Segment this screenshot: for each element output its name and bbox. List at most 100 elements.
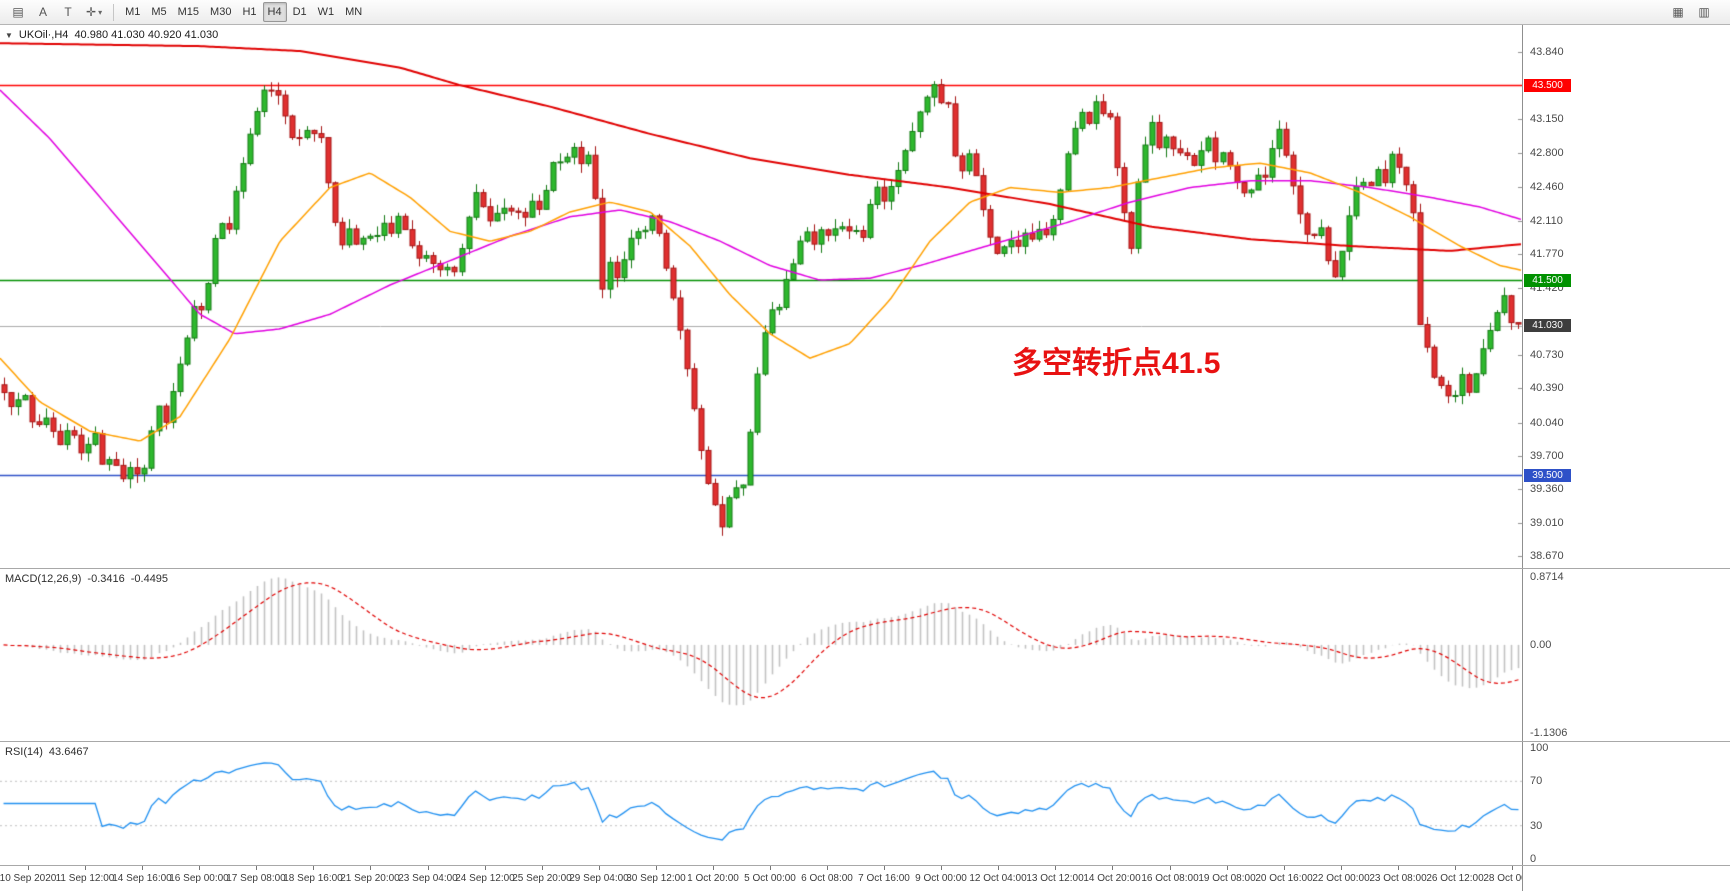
hline-price-tag: 39.500 [1524, 468, 1571, 482]
panel-separator-3[interactable] [0, 865, 1730, 866]
time-axis-tick [713, 866, 714, 870]
price-axis-label: 42.460 [1530, 180, 1564, 193]
price-axis-label: 42.110 [1530, 214, 1563, 227]
timeframe-mn-button[interactable]: MN [345, 6, 363, 18]
time-axis-tick [428, 866, 429, 870]
time-axis-tick [142, 866, 143, 870]
time-axis-tick [599, 866, 600, 870]
time-axis-label: 20 Oct 16:00 [1255, 873, 1313, 884]
annotate-a-tool: A [38, 5, 47, 19]
timeframe-h1-button[interactable]: H1 [242, 6, 257, 18]
toolbar-right: ▦ ▥ [1666, 2, 1716, 22]
indicator-scale-label: 100 [1530, 742, 1549, 754]
time-axis-tick [1284, 866, 1285, 870]
time-axis-label: 29 Sep 04:00 [569, 873, 629, 884]
time-axis-label: 14 Oct 20:00 [1083, 873, 1141, 884]
main-chart-canvas[interactable] [0, 25, 1522, 568]
dropdown-caret-icon: ▾ [98, 7, 103, 17]
time-axis-tick [884, 866, 885, 870]
macd-value: -0.3416 [87, 573, 125, 585]
time-axis-label: 12 Oct 04:00 [969, 873, 1027, 884]
time-axis-label: 1 Oct 20:00 [687, 873, 739, 884]
time-axis-tick [256, 866, 257, 870]
symbol-dropdown-icon[interactable]: ▼ [5, 30, 13, 40]
window-grid-icon-button[interactable]: ▦ [1666, 2, 1690, 22]
hline-price-tag: 41.500 [1524, 273, 1571, 287]
text-tool-button[interactable]: T [56, 2, 80, 22]
time-axis-tick [1112, 866, 1113, 870]
time-axis-tick [1512, 866, 1513, 870]
timeframe-h4-button[interactable]: H4 [262, 2, 287, 22]
indicator-scale-label: 0.8714 [1530, 571, 1564, 583]
price-axis-label: 39.700 [1530, 449, 1564, 462]
time-axis-tick [1170, 866, 1171, 870]
window-tile-icon-button[interactable]: ▥ [1692, 2, 1716, 22]
time-axis-label: 17 Sep 08:00 [226, 873, 286, 884]
time-axis-label: 24 Sep 12:00 [455, 873, 515, 884]
price-axis-label: 39.360 [1530, 482, 1564, 495]
timeframe-m5-button[interactable]: M5 [151, 6, 167, 18]
time-axis-tick [1455, 866, 1456, 870]
time-axis-label: 23 Oct 08:00 [1369, 873, 1427, 884]
time-axis-label: 7 Oct 16:00 [858, 873, 910, 884]
toolbar: ▤ A T ✛ ▾ M1 M5 M15 M30 H1 H4 D1 W1 MN ▦ ▥ [0, 0, 1730, 25]
indicator-scale-label: 0.00 [1530, 638, 1552, 651]
time-axis-tick [827, 866, 828, 870]
draw-tool-button[interactable]: ✛ ▾ [81, 2, 107, 22]
chart-list-icon-button[interactable]: ▤ [6, 2, 30, 22]
rsi-canvas[interactable] [0, 742, 1522, 865]
timeframe-d1-button[interactable]: D1 [292, 6, 307, 18]
panel-separator-2[interactable] [0, 741, 1730, 742]
time-axis-label: 25 Sep 20:00 [512, 873, 572, 884]
timeframe-m15-button[interactable]: M15 [177, 6, 200, 18]
macd-canvas[interactable] [0, 569, 1522, 741]
price-axis-label: 43.840 [1530, 46, 1564, 58]
time-axis-label: 18 Sep 16:00 [283, 873, 343, 884]
symbol-label: UKOil·,H4 [18, 29, 69, 41]
price-axis-label: 41.770 [1530, 247, 1564, 260]
time-axis-label: 19 Oct 08:00 [1198, 873, 1256, 884]
time-axis-tick [542, 866, 543, 870]
price-axis-label: 39.010 [1530, 516, 1564, 529]
price-axis[interactable]: 43.840 43.150 42.800 42.460 42.110 41.770 41.4… [1522, 25, 1730, 891]
time-axis-label: 9 Oct 00:00 [915, 873, 967, 884]
panel-separator-1[interactable] [0, 568, 1730, 569]
hline-price-tag: 43.500 [1524, 78, 1571, 92]
chart-list-icon: ▤ [12, 5, 24, 19]
time-axis-tick [199, 866, 200, 870]
time-axis-label: 10 Sep 2020 [0, 873, 57, 884]
time-axis-label: 16 Sep 00:00 [169, 873, 229, 884]
time-axis-tick [85, 866, 86, 870]
timeframe-m1-button[interactable]: M1 [125, 6, 141, 18]
time-axis-tick [770, 866, 771, 870]
macd-label-line: MACD(12,26,9) -0.3416 -0.4495 [5, 573, 168, 585]
toolbar-separator [113, 3, 115, 21]
time-axis-tick [998, 866, 999, 870]
time-axis-tick [1398, 866, 1399, 870]
timeframe-m30-button[interactable]: M30 [210, 6, 232, 18]
time-axis-tick [656, 866, 657, 870]
time-axis-label: 21 Sep 20:00 [340, 873, 400, 884]
indicator-scale-label: 30 [1530, 819, 1543, 832]
annotate-a-tool-button[interactable]: A [31, 2, 55, 22]
text-tool: T [64, 5, 72, 19]
symbol-ohlc-line: ▼ UKOil·,H4 40.980 41.030 40.920 41.030 [5, 29, 218, 41]
window-grid-icon: ▦ [1672, 5, 1684, 19]
macd-label: MACD(12,26,9) [5, 573, 82, 585]
toolbar-left: ▤ A T ✛ ▾ [6, 2, 107, 22]
rsi-label-line: RSI(14) 43.6467 [5, 746, 89, 758]
draw-tool: ✛ [86, 5, 97, 19]
price-axis-label: 42.800 [1530, 147, 1564, 160]
price-axis-label: 43.150 [1530, 113, 1564, 126]
indicator-scale-label: -1.1306 [1530, 727, 1568, 739]
rsi-value: 43.6467 [48, 746, 89, 758]
time-axis-tick [28, 866, 29, 870]
time-axis-tick [941, 866, 942, 870]
time-axis-label: 13 Oct 12:00 [1026, 873, 1084, 884]
time-axis-label: 14 Sep 16:00 [112, 873, 172, 884]
time-axis[interactable]: 10 Sep 2020 11 Sep 12:00 14 Sep 16:00 16 Se… [0, 866, 1522, 891]
price-axis-label: 38.670 [1530, 550, 1564, 563]
timeframe-w1-button[interactable]: W1 [317, 6, 335, 18]
time-axis-label: 5 Oct 00:00 [744, 873, 796, 884]
chart-annotation-text: 多空转折点41.5 [1012, 347, 1221, 380]
